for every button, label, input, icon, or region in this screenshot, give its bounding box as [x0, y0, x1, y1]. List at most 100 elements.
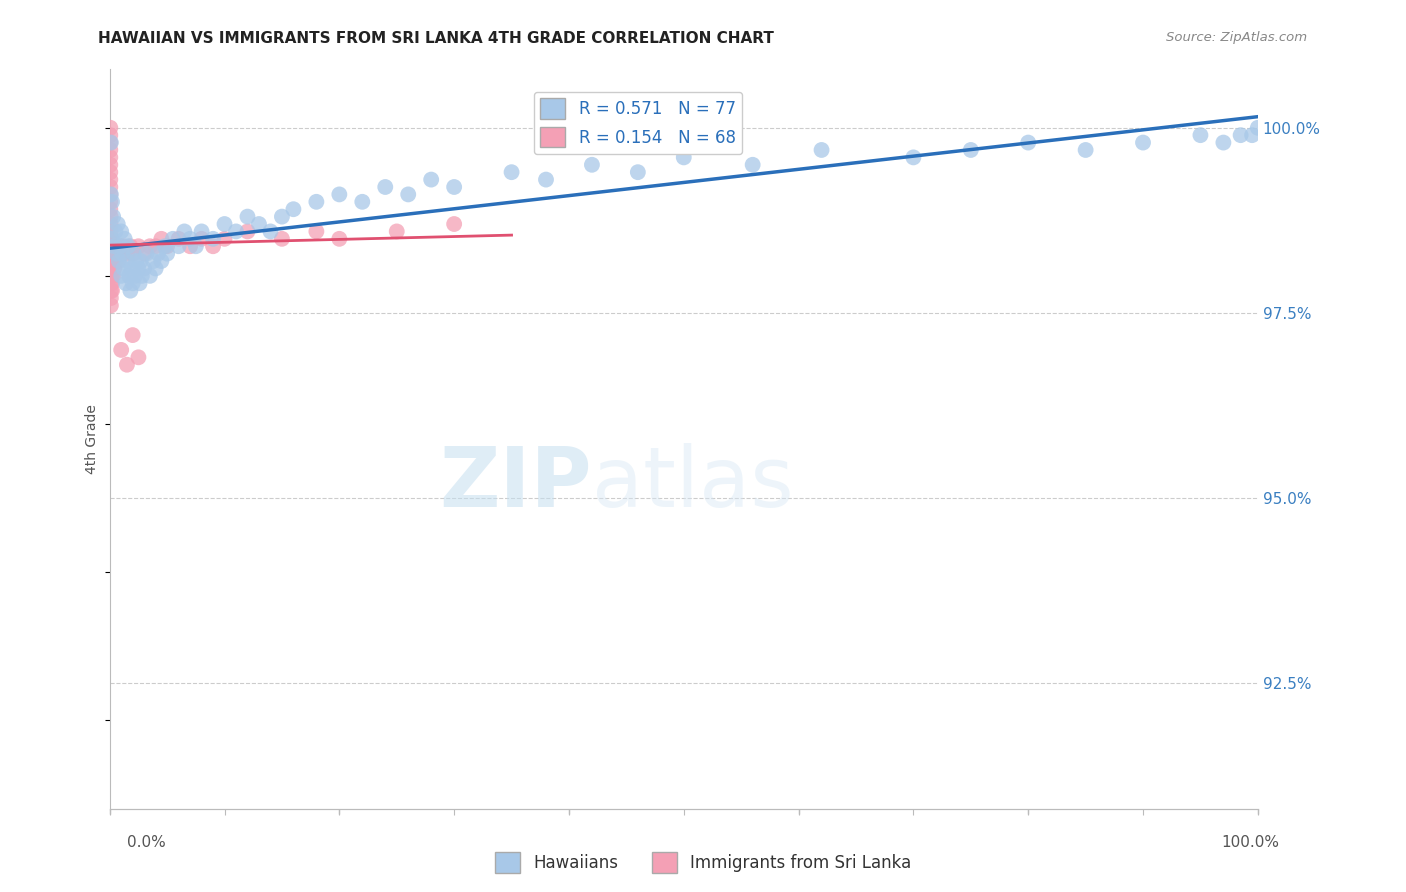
- Point: [105, 246, 128, 260]
- Point: [104, 254, 127, 268]
- Point: [271, 232, 294, 246]
- Text: HAWAIIAN VS IMMIGRANTS FROM SRI LANKA 4TH GRADE CORRELATION CHART: HAWAIIAN VS IMMIGRANTS FROM SRI LANKA 4T…: [98, 31, 775, 46]
- Point: [1017, 136, 1039, 150]
- Point: [101, 232, 124, 246]
- Point: [100, 187, 122, 202]
- Point: [305, 224, 328, 238]
- Text: atlas: atlas: [592, 442, 793, 524]
- Point: [385, 224, 408, 238]
- Point: [108, 246, 131, 260]
- Point: [111, 246, 134, 260]
- Point: [672, 150, 695, 164]
- Point: [190, 232, 212, 246]
- Point: [117, 239, 139, 253]
- Point: [108, 239, 131, 253]
- Point: [259, 224, 281, 238]
- Point: [396, 187, 419, 202]
- Text: ZIP: ZIP: [440, 442, 592, 524]
- Point: [305, 194, 328, 209]
- Point: [1247, 120, 1270, 135]
- Point: [121, 277, 143, 291]
- Point: [100, 210, 122, 224]
- Point: [101, 210, 124, 224]
- Point: [101, 268, 124, 283]
- Point: [156, 239, 179, 253]
- Point: [100, 291, 122, 305]
- Point: [127, 239, 149, 253]
- Point: [328, 187, 350, 202]
- Point: [100, 298, 122, 312]
- Point: [162, 232, 184, 246]
- Point: [959, 143, 981, 157]
- Point: [179, 232, 201, 246]
- Point: [167, 232, 190, 246]
- Point: [112, 239, 135, 253]
- Point: [121, 261, 143, 276]
- Point: [236, 210, 259, 224]
- Point: [167, 239, 190, 253]
- Point: [271, 210, 294, 224]
- Point: [127, 351, 149, 365]
- Point: [98, 143, 121, 157]
- Point: [150, 254, 173, 268]
- Point: [100, 284, 122, 298]
- Point: [100, 232, 122, 246]
- Point: [100, 261, 122, 276]
- Point: [156, 246, 179, 260]
- Point: [103, 261, 125, 276]
- Point: [202, 232, 225, 246]
- Point: [443, 217, 465, 231]
- Point: [100, 232, 122, 246]
- Point: [627, 165, 650, 179]
- Point: [135, 246, 157, 260]
- Point: [121, 328, 143, 343]
- Point: [1212, 136, 1234, 150]
- Point: [98, 194, 121, 209]
- Point: [225, 224, 247, 238]
- Point: [98, 172, 121, 186]
- Point: [101, 284, 124, 298]
- Point: [114, 277, 136, 291]
- Point: [134, 261, 156, 276]
- Point: [1189, 128, 1212, 143]
- Point: [103, 246, 125, 260]
- Point: [100, 239, 122, 253]
- Point: [100, 261, 122, 276]
- Point: [100, 268, 122, 283]
- Point: [122, 246, 145, 260]
- Point: [1229, 128, 1251, 143]
- Point: [1241, 128, 1264, 143]
- Point: [101, 246, 124, 260]
- Legend: Hawaiians, Immigrants from Sri Lanka: Hawaiians, Immigrants from Sri Lanka: [488, 846, 918, 880]
- Point: [121, 246, 143, 260]
- Point: [131, 268, 153, 283]
- Point: [534, 172, 557, 186]
- Point: [101, 254, 124, 268]
- Point: [145, 239, 167, 253]
- Point: [100, 217, 122, 231]
- Point: [100, 254, 122, 268]
- Point: [100, 246, 122, 260]
- Point: [100, 136, 122, 150]
- Point: [98, 202, 121, 217]
- Point: [581, 158, 603, 172]
- Point: [107, 254, 129, 268]
- Y-axis label: 4th Grade: 4th Grade: [86, 404, 100, 474]
- Point: [903, 150, 925, 164]
- Point: [100, 239, 122, 253]
- Point: [184, 239, 207, 253]
- Point: [374, 180, 396, 194]
- Point: [146, 246, 169, 260]
- Point: [108, 239, 131, 253]
- Text: Source: ZipAtlas.com: Source: ZipAtlas.com: [1167, 31, 1308, 45]
- Point: [98, 150, 121, 164]
- Point: [108, 254, 131, 268]
- Point: [100, 224, 122, 238]
- Point: [1074, 143, 1097, 157]
- Point: [129, 254, 152, 268]
- Point: [115, 358, 138, 372]
- Point: [98, 165, 121, 179]
- Point: [115, 246, 138, 260]
- Point: [150, 232, 173, 246]
- Point: [153, 239, 176, 253]
